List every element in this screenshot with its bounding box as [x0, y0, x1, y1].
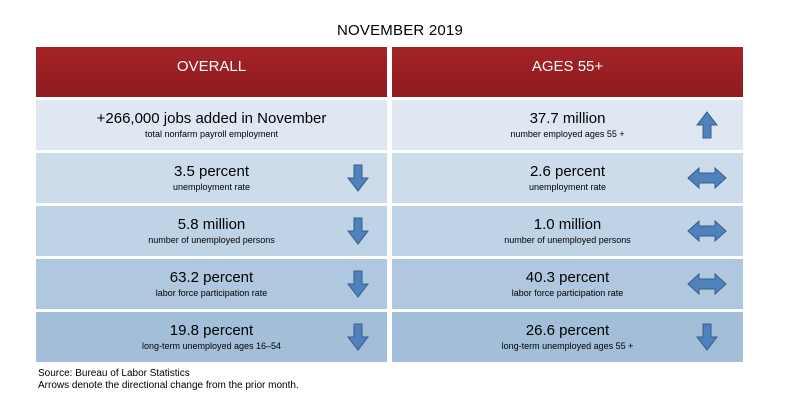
- row-value: 2.6 percent: [529, 163, 606, 180]
- arrow-shape: [696, 111, 718, 139]
- arrow-shape: [347, 217, 369, 245]
- row-label: labor force participation rate: [155, 288, 268, 298]
- arrow-shape: [347, 164, 369, 192]
- ages55-row: 26.6 percent long-term unemployed ages 5…: [392, 312, 743, 362]
- overall-row: 3.5 percent unemployment rate: [36, 153, 387, 203]
- row-value: 37.7 million: [529, 110, 606, 127]
- row-value: 19.8 percent: [169, 322, 254, 339]
- row-label: number of unemployed persons: [504, 235, 631, 245]
- overall-row: 5.8 million number of unemployed persons: [36, 206, 387, 256]
- row-value: 63.2 percent: [169, 269, 254, 286]
- page-title: NOVEMBER 2019: [337, 22, 463, 39]
- ages55-row: 37.7 million number employed ages 55 +: [392, 100, 743, 150]
- row-value: 3.5 percent: [173, 163, 250, 180]
- arrow-left-right-icon: [687, 220, 727, 242]
- source-text: Source: Bureau of Labor Statistics: [38, 368, 190, 379]
- arrow-down-icon: [696, 323, 718, 351]
- arrow-down-icon: [347, 164, 369, 192]
- arrows-note: Arrows denote the directional change fro…: [38, 380, 299, 391]
- row-value: +266,000 jobs added in November: [96, 110, 327, 127]
- arrow-shape: [687, 220, 727, 242]
- overall-header: OVERALL: [36, 47, 387, 97]
- row-label: number employed ages 55 +: [510, 129, 625, 139]
- arrow-shape: [347, 270, 369, 298]
- overall-row: +266,000 jobs added in November total no…: [36, 100, 387, 150]
- row-label: long-term unemployed ages 55 +: [501, 341, 634, 351]
- arrow-shape: [687, 167, 727, 189]
- row-label: long-term unemployed ages 16–54: [141, 341, 282, 351]
- row-label: unemployment rate: [172, 182, 251, 192]
- arrow-up-icon: [696, 111, 718, 139]
- row-value: 1.0 million: [533, 216, 602, 233]
- arrow-down-icon: [347, 217, 369, 245]
- arrow-left-right-icon: [687, 273, 727, 295]
- row-label: number of unemployed persons: [148, 235, 275, 245]
- arrow-left-right-icon: [687, 167, 727, 189]
- arrow-down-icon: [347, 323, 369, 351]
- arrow-down-icon: [347, 270, 369, 298]
- row-label: total nonfarm payroll employment: [144, 129, 279, 139]
- arrow-shape: [696, 323, 718, 351]
- ages55-row: 40.3 percent labor force participation r…: [392, 259, 743, 309]
- row-value: 5.8 million: [177, 216, 246, 233]
- row-value: 40.3 percent: [525, 269, 610, 286]
- row-label: unemployment rate: [528, 182, 607, 192]
- ages55-header: AGES 55+: [392, 47, 743, 97]
- row-value: 26.6 percent: [525, 322, 610, 339]
- arrow-shape: [687, 273, 727, 295]
- overall-row: 19.8 percent long-term unemployed ages 1…: [36, 312, 387, 362]
- row-label: labor force participation rate: [511, 288, 624, 298]
- source-note: Source: Bureau of Labor Statistics Arrow…: [38, 368, 299, 392]
- arrow-shape: [347, 323, 369, 351]
- ages55-row: 1.0 million number of unemployed persons: [392, 206, 743, 256]
- overall-row: 63.2 percent labor force participation r…: [36, 259, 387, 309]
- ages55-row: 2.6 percent unemployment rate: [392, 153, 743, 203]
